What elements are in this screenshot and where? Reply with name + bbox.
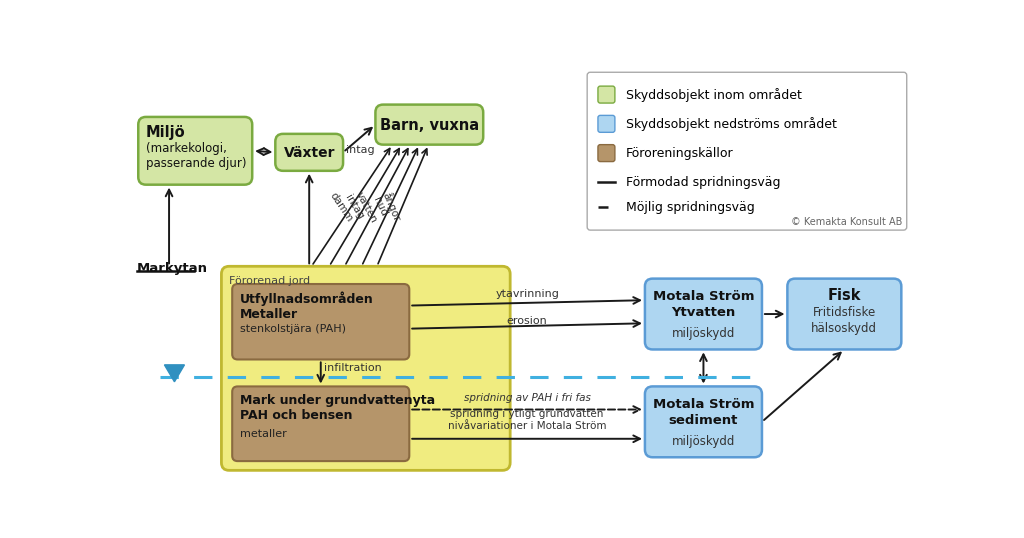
FancyBboxPatch shape [221, 266, 510, 470]
FancyBboxPatch shape [598, 86, 614, 103]
FancyBboxPatch shape [787, 279, 901, 350]
Text: erosion: erosion [507, 316, 548, 327]
Text: (markekologi,
passerande djur): (markekologi, passerande djur) [146, 141, 247, 169]
Text: miljöskydd: miljöskydd [672, 327, 735, 340]
Text: metaller: metaller [240, 429, 287, 439]
Text: Växter: Växter [284, 146, 335, 160]
FancyBboxPatch shape [645, 279, 762, 350]
Text: stenkolstjära (PAH): stenkolstjära (PAH) [240, 324, 346, 334]
Text: Markytan: Markytan [137, 261, 208, 275]
FancyBboxPatch shape [232, 386, 410, 461]
Text: infiltration: infiltration [324, 363, 382, 373]
Text: Motala Ström
sediment: Motala Ström sediment [652, 398, 755, 427]
Text: vatten: vatten [354, 190, 379, 224]
Text: Möjlig spridningsväg: Möjlig spridningsväg [626, 201, 755, 214]
Text: intag: intag [346, 145, 375, 154]
Polygon shape [165, 365, 184, 382]
Text: Förmodad spridningsväg: Förmodad spridningsväg [626, 176, 780, 189]
Text: © Kemakta Konsult AB: © Kemakta Konsult AB [791, 217, 902, 227]
Text: Skyddsobjekt inom området: Skyddsobjekt inom området [626, 88, 802, 102]
Text: Mark under grundvattenyta
PAH och bensen: Mark under grundvattenyta PAH och bensen [240, 394, 435, 422]
Text: damm: damm [328, 190, 354, 224]
FancyBboxPatch shape [598, 145, 614, 161]
Text: Utfyllnadsområden
Metaller: Utfyllnadsområden Metaller [240, 292, 374, 321]
FancyBboxPatch shape [645, 386, 762, 457]
Text: Förorenad jord: Förorenad jord [229, 277, 310, 286]
Text: Barn, vuxna: Barn, vuxna [380, 118, 479, 133]
FancyBboxPatch shape [138, 117, 252, 185]
FancyBboxPatch shape [376, 104, 483, 145]
Text: Fisk: Fisk [827, 288, 861, 303]
FancyBboxPatch shape [587, 72, 906, 230]
Text: ytavrinning: ytavrinning [496, 289, 559, 300]
Text: Fritidsfiske
hälsoskydd: Fritidsfiske hälsoskydd [811, 306, 878, 335]
FancyBboxPatch shape [275, 134, 343, 171]
FancyBboxPatch shape [232, 284, 410, 359]
Text: Motala Ström
Ytvatten: Motala Ström Ytvatten [652, 290, 755, 319]
Text: intag: intag [343, 193, 366, 221]
Text: spridning av PAH i fri fas: spridning av PAH i fri fas [464, 393, 591, 404]
Text: spridning i ytligt grundvatten
nivåvariationer i Motala Ström: spridning i ytligt grundvatten nivåvaria… [447, 409, 606, 431]
Text: Föroreningskällor: Föroreningskällor [626, 147, 733, 160]
Text: hud: hud [371, 196, 388, 218]
Text: ångor: ångor [381, 190, 403, 223]
FancyBboxPatch shape [598, 115, 614, 132]
Text: Miljö: Miljö [146, 125, 185, 140]
Text: Skyddsobjekt nedströms området: Skyddsobjekt nedströms området [626, 117, 837, 131]
Text: miljöskydd: miljöskydd [672, 435, 735, 448]
